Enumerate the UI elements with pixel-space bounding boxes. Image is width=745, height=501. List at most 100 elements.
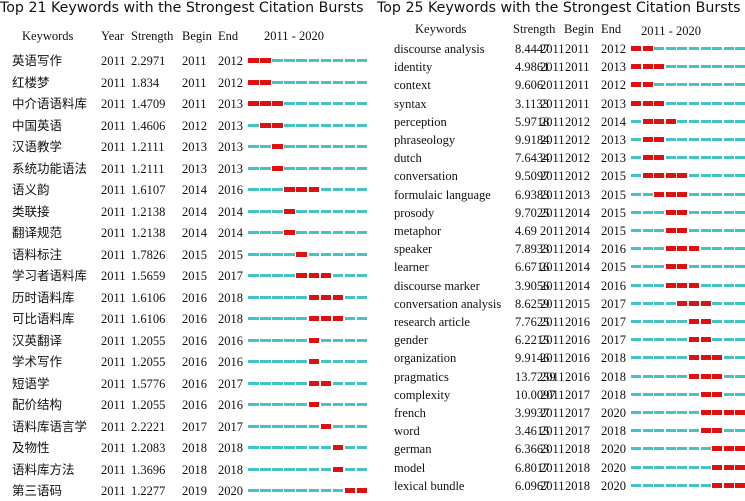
- burst-segment: [689, 246, 699, 252]
- baseline-segment: [712, 265, 723, 269]
- table-row: french 2011 3.9937 2017 2020: [377, 403, 745, 423]
- table-row: word 2011 3.4615 2017 2018: [377, 421, 745, 441]
- end-cell: 2015: [218, 247, 243, 262]
- end-cell: 2012: [601, 78, 626, 93]
- burst-segment: [665, 228, 676, 233]
- baseline-segment: [689, 265, 699, 269]
- baseline-segment: [296, 317, 307, 320]
- baseline-segment: [700, 174, 711, 178]
- baseline-segment: [712, 101, 723, 105]
- burst-segment: [654, 64, 665, 70]
- burst-segment: [642, 100, 653, 106]
- baseline-segment: [332, 424, 344, 428]
- baseline-segment: [654, 411, 665, 414]
- right-header-begin: Begin: [564, 22, 594, 36]
- baseline-segment: [631, 429, 641, 433]
- baseline-segment: [723, 338, 734, 342]
- end-cell: 2016: [218, 183, 243, 197]
- keyword-cell: word: [394, 424, 420, 439]
- keyword-cell: conversation: [394, 169, 458, 184]
- burst-segment: [260, 101, 271, 106]
- baseline-segment: [320, 252, 332, 256]
- baseline-segment: [631, 119, 641, 123]
- baseline-segment: [735, 210, 745, 214]
- baseline-segment: [677, 392, 688, 396]
- baseline-segment: [665, 447, 676, 451]
- baseline-segment: [344, 338, 356, 342]
- burst-segment: [344, 488, 356, 493]
- baseline-segment: [272, 274, 283, 277]
- left-header-range: 2011 - 2020: [264, 29, 324, 43]
- baseline-segment: [296, 59, 307, 62]
- table-row: 历时语料库 2011 1.6106 2016 2018: [0, 288, 368, 308]
- begin-cell: 2012: [565, 114, 590, 129]
- baseline-segment: [712, 192, 723, 196]
- baseline-segment: [631, 174, 641, 178]
- burst-segment: [260, 122, 271, 128]
- baseline-segment: [677, 138, 688, 141]
- burst-segment: [723, 482, 734, 488]
- year-cell: 2011: [101, 376, 126, 391]
- baseline-segment: [665, 101, 676, 105]
- baseline-segment: [689, 229, 699, 232]
- table-row: 汉语教学 2011 1.2111 2013 2013: [0, 137, 368, 157]
- baseline-segment: [356, 446, 368, 449]
- burst-segment: [677, 300, 688, 306]
- burst-segment: [665, 191, 676, 197]
- begin-cell: 2012: [565, 151, 590, 166]
- begin-cell: 2012: [182, 118, 207, 133]
- keyword-cell: 语料标注: [12, 247, 63, 262]
- year-cell: 2011: [540, 78, 565, 93]
- keyword-cell: gender: [394, 333, 429, 348]
- baseline-segment: [296, 338, 307, 342]
- strength-cell: 13.7259: [515, 369, 556, 384]
- begin-cell: 2016: [565, 315, 590, 329]
- baseline-segment: [654, 465, 665, 469]
- baseline-segment: [248, 188, 259, 191]
- end-cell: 2017: [601, 315, 626, 329]
- burst-segment: [248, 101, 259, 106]
- baseline-segment: [712, 229, 723, 232]
- baseline-segment: [631, 483, 641, 487]
- baseline-segment: [308, 446, 320, 449]
- burst-segment: [308, 380, 320, 386]
- year-cell: 2011: [540, 96, 565, 111]
- baseline-segment: [248, 446, 259, 449]
- strength-cell: 1.2111: [131, 140, 165, 154]
- baseline-segment: [642, 483, 653, 487]
- begin-cell: 2017: [182, 419, 207, 434]
- baseline-segment: [735, 119, 745, 123]
- keyword-cell: dutch: [394, 151, 422, 166]
- table-row: gender 2011 6.2215 2016 2017: [377, 330, 745, 350]
- baseline-segment: [356, 231, 368, 234]
- baseline-segment: [284, 102, 295, 105]
- baseline-segment: [689, 465, 699, 469]
- baseline-segment: [248, 467, 259, 471]
- baseline-segment: [665, 138, 676, 141]
- baseline-segment: [344, 403, 356, 406]
- year-cell: 2011: [101, 419, 126, 434]
- baseline-segment: [284, 317, 295, 320]
- left-burst-table: Top 21 Keywords with the Strongest Citat…: [0, 0, 372, 498]
- burst-segment: [320, 273, 332, 278]
- begin-cell: 2014: [182, 204, 207, 219]
- begin-cell: 2013: [182, 140, 207, 154]
- baseline-segment: [642, 210, 653, 214]
- baseline-segment: [712, 119, 723, 123]
- end-cell: 2013: [218, 97, 243, 111]
- table-row: 系统功能语法 2011 1.2111 2013 2013: [0, 159, 368, 179]
- keyword-cell: perception: [394, 114, 447, 129]
- burst-segment: [642, 46, 653, 51]
- begin-cell: 2011: [182, 54, 207, 68]
- baseline-segment: [677, 47, 688, 50]
- baseline-segment: [631, 338, 641, 342]
- strength-cell: 1.6107: [131, 183, 166, 197]
- end-cell: 2020: [218, 484, 243, 498]
- baseline-segment: [723, 283, 734, 287]
- baseline-segment: [654, 47, 665, 50]
- end-cell: 2014: [218, 226, 243, 240]
- baseline-segment: [723, 65, 734, 69]
- left-header-begin: Begin: [182, 29, 212, 43]
- baseline-segment: [356, 338, 368, 342]
- keyword-cell: 第三语码: [12, 484, 63, 498]
